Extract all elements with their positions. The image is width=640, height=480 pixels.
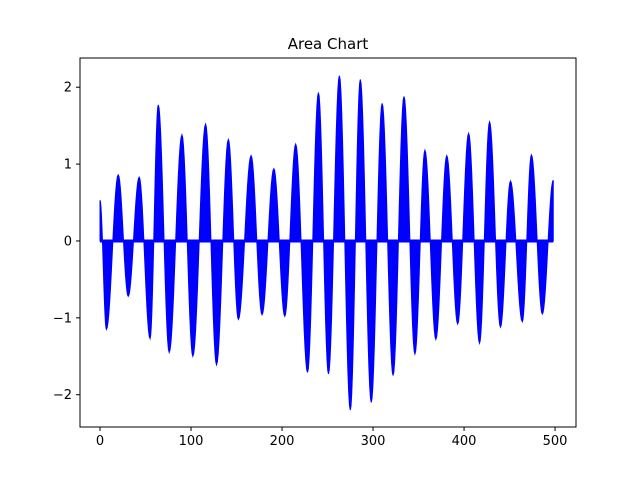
y-tick-label: −2	[53, 388, 72, 403]
y-tick-label: −1	[53, 311, 72, 326]
x-tick-label: 100	[179, 434, 204, 449]
chart-title: Area Chart	[288, 35, 369, 53]
y-tick-label: 0	[64, 234, 72, 249]
x-tick-label: 400	[452, 434, 477, 449]
x-tick-label: 300	[361, 434, 386, 449]
y-tick-label: 2	[64, 81, 72, 96]
area-fill	[99, 75, 554, 411]
y-tick-label: 1	[64, 158, 72, 173]
x-tick-label: 200	[270, 434, 295, 449]
axes-frame	[79, 57, 577, 428]
x-tick-label: 0	[96, 434, 104, 449]
x-tick-label: 500	[543, 434, 568, 449]
axes: 0 100 200 300 400 500 −2 −1 0 1 2	[53, 57, 577, 449]
plot-area	[99, 75, 554, 411]
